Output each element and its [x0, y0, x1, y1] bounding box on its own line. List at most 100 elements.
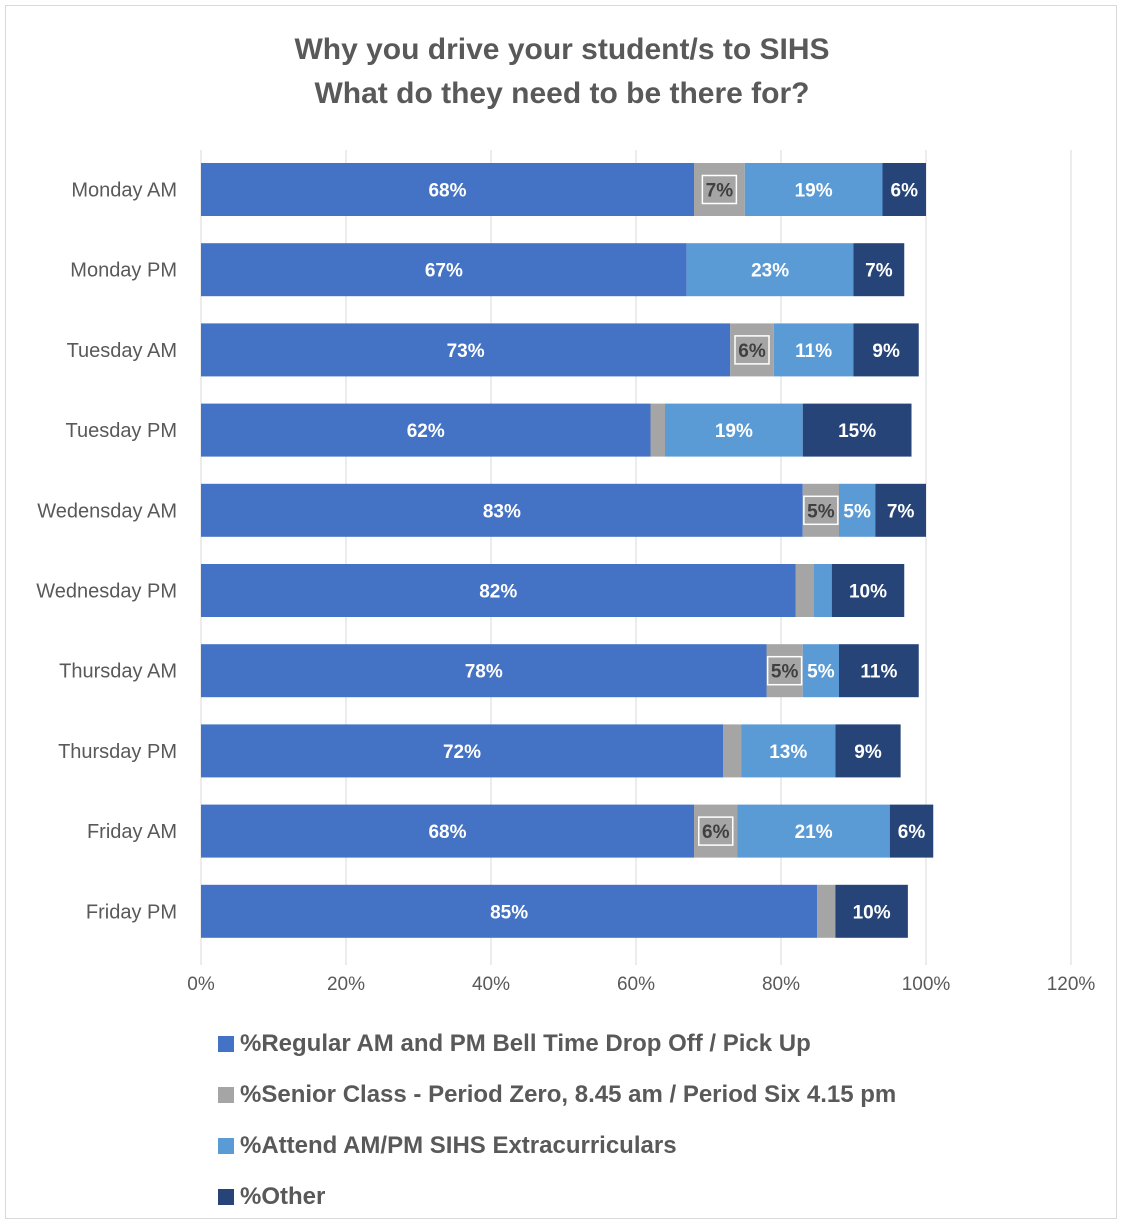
data-label: 11% [795, 341, 832, 362]
data-label: 5% [807, 501, 835, 522]
bar-segment [665, 403, 803, 457]
category-label: Tuesday PM [65, 420, 177, 442]
bar-segment [889, 804, 934, 858]
bar-segment [201, 483, 803, 537]
legend-item: %Regular AM and PM Bell Time Drop Off / … [218, 1018, 896, 1069]
category-label: Wedensday AM [37, 500, 177, 522]
bar-segment [795, 564, 814, 617]
data-label: 10% [849, 582, 887, 603]
bar-segment [201, 884, 818, 938]
x-tick-label: 0% [187, 974, 215, 995]
bar-segment [882, 163, 926, 216]
bar-segment [744, 163, 883, 216]
bar-segment [730, 323, 774, 377]
bar-segment [813, 564, 832, 617]
bar-segment [835, 884, 908, 938]
bar-segment [802, 644, 839, 698]
data-label: 73% [447, 341, 485, 362]
data-label: 5% [771, 662, 799, 683]
data-label: 72% [443, 742, 481, 763]
bar-segment [802, 483, 839, 537]
bar-segment [817, 884, 836, 938]
x-tick-label: 80% [762, 974, 800, 995]
chart-title-line2: What do they need to be there for? [314, 77, 810, 110]
legend-item: %Senior Class - Period Zero, 8.45 am / P… [218, 1069, 896, 1120]
bar-segment [201, 644, 767, 698]
legend-item: %Other [218, 1171, 896, 1222]
data-label: 15% [838, 421, 876, 442]
category-label: Tuesday AM [67, 340, 177, 362]
bar-segment [835, 724, 901, 778]
data-label: 6% [898, 822, 926, 843]
data-label: 7% [865, 261, 893, 282]
data-label: 78% [465, 662, 503, 683]
x-tick-label: 120% [1047, 974, 1096, 995]
bar-segment [853, 323, 919, 377]
data-label-box [766, 655, 803, 686]
bar-segment [201, 804, 694, 858]
legend-label: %Attend AM/PM SIHS Extracurriculars [240, 1131, 677, 1159]
data-label: 13% [769, 742, 807, 763]
data-label: 83% [483, 501, 521, 522]
data-label: 9% [854, 742, 882, 763]
data-label-box [803, 495, 839, 526]
legend-swatch [218, 1188, 234, 1205]
chart-title: Why you drive your student/s to SIHS Wha… [0, 28, 1124, 116]
bar-segment [802, 403, 912, 457]
data-label-box [698, 816, 734, 846]
legend-item: %Attend AM/PM SIHS Extracurriculars [218, 1120, 896, 1171]
bar-segment [839, 644, 919, 698]
x-tick-label: 40% [472, 974, 510, 995]
category-label: Monday AM [71, 180, 177, 202]
bar-segment [201, 163, 694, 216]
bar-segment [650, 403, 665, 457]
bar-segment [773, 323, 854, 377]
bar-segment [201, 323, 731, 377]
data-label: 19% [795, 181, 833, 202]
data-label: 67% [425, 261, 463, 282]
legend-swatch [218, 1086, 234, 1103]
bar-segment [201, 564, 796, 617]
bar-segment [694, 804, 738, 858]
bar-segment [201, 724, 723, 778]
data-label: 6% [702, 822, 730, 843]
data-label: 82% [479, 582, 517, 603]
data-label: 6% [738, 341, 766, 362]
data-label: 11% [860, 662, 897, 683]
data-label: 68% [428, 181, 466, 202]
legend-label: %Regular AM and PM Bell Time Drop Off / … [240, 1029, 811, 1057]
category-label: Friday AM [87, 821, 177, 843]
data-label: 21% [795, 822, 833, 843]
data-label: 62% [407, 421, 445, 442]
data-label: 7% [706, 181, 734, 202]
data-label-box [734, 335, 770, 365]
bar-segment [875, 483, 926, 537]
bar-segment [686, 243, 854, 297]
bar-segment [723, 724, 742, 778]
chart-title-line1: Why you drive your student/s to SIHS [294, 33, 830, 66]
data-label: 6% [891, 181, 919, 202]
data-label: 19% [715, 421, 753, 442]
chart-plot: 0% 20% 40% 60% 80% 100% 120% Monday AM 68% 7% 19% 6… [36, 150, 1096, 995]
data-label: 68% [428, 822, 466, 843]
category-label: Thursday AM [59, 661, 177, 683]
data-label: 5% [807, 662, 835, 683]
category-label: Thursday PM [58, 741, 177, 763]
data-label: 7% [887, 501, 915, 522]
bar-segment [853, 243, 905, 297]
chart-legend: %Regular AM and PM Bell Time Drop Off / … [218, 1018, 896, 1222]
category-label: Wednesday PM [36, 581, 177, 603]
legend-swatch [218, 1137, 234, 1154]
legend-swatch [218, 1035, 234, 1052]
x-tick-label: 100% [902, 974, 951, 995]
bar-segment [766, 644, 803, 698]
data-label: 23% [751, 261, 789, 282]
x-tick-label: 20% [327, 974, 365, 995]
legend-label: %Other [240, 1182, 326, 1210]
chart-frame [5, 5, 1117, 1219]
data-label: 9% [872, 341, 900, 362]
bar-segment [201, 403, 651, 457]
bar-segment [839, 483, 876, 537]
bar-segment [741, 724, 836, 778]
category-label: Monday PM [70, 260, 177, 282]
